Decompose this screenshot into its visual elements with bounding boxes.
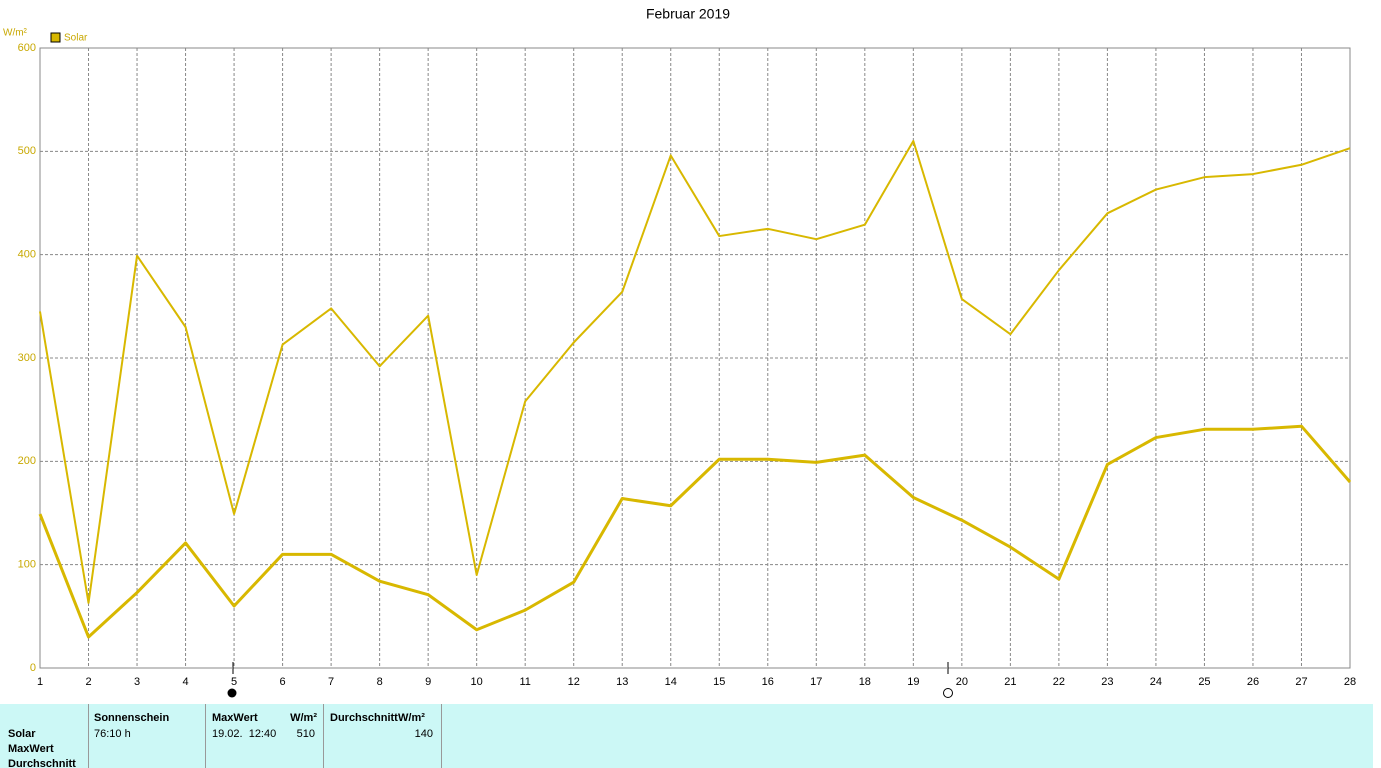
x-tick-label: 16 [762, 676, 774, 688]
y-tick-label: 500 [18, 145, 36, 157]
chart: Februar 2019 W/m² Solar 0 100 200 300 400 500… [3, 6, 1356, 698]
series-line [39, 140, 1351, 604]
x-tick-label: 13 [616, 676, 628, 688]
x-tick-label: 18 [859, 676, 871, 688]
x-tick-label: 15 [713, 676, 725, 688]
x-tick-label: 5 [231, 676, 237, 688]
full-moon-icon [943, 688, 953, 698]
x-tick-label: 10 [471, 676, 483, 688]
y-tick-label: 200 [18, 455, 36, 467]
max-column: MaxWert W/m² 19.02. 12:40 510 [206, 704, 324, 768]
x-tick-label: 14 [665, 676, 677, 688]
x-tick-label: 19 [907, 676, 919, 688]
column-unit: W/m² [290, 712, 317, 724]
x-tick-label: 7 [328, 676, 334, 688]
x-tick-label: 9 [425, 676, 431, 688]
row-label: Durchschnitt [8, 758, 76, 768]
x-tick-label: 28 [1344, 676, 1356, 688]
legend-swatch [50, 32, 61, 43]
x-tick-label: 23 [1101, 676, 1113, 688]
cell: 19.02. 12:40 [212, 728, 277, 740]
x-tick-label: 12 [568, 676, 580, 688]
column-header: MaxWert [212, 712, 258, 724]
x-tick-label: 3 [134, 676, 140, 688]
new-moon-icon [227, 688, 237, 698]
row-label: Solar [8, 728, 36, 740]
x-tick-label: 26 [1247, 676, 1259, 688]
cell: 140 [414, 728, 433, 740]
x-tick-label: 22 [1053, 676, 1065, 688]
x-tick-label: 17 [810, 676, 822, 688]
x-tick-label: 20 [956, 676, 968, 688]
row-labels: Solar MaxWert Durchschnitt [0, 704, 89, 768]
y-axis-label: W/m² [3, 28, 28, 39]
cell: 76:10 h [94, 728, 131, 740]
x-tick-label: 25 [1198, 676, 1210, 688]
sunshine-column: Sonnenschein 76:10 h [88, 704, 206, 768]
x-tick-label: 1 [37, 676, 43, 688]
y-tick-label: 0 [30, 662, 36, 674]
x-tick-label: 2 [85, 676, 91, 688]
x-tick-label: 21 [1004, 676, 1016, 688]
x-tick-label: 27 [1295, 676, 1307, 688]
y-tick-label: 600 [18, 42, 36, 54]
column-header: Durchschnitt [330, 712, 398, 724]
legend-label: Solar [64, 33, 88, 44]
average-column: Durchschnitt W/m² 140 [324, 704, 442, 768]
x-tick-label: 8 [377, 676, 383, 688]
column-unit: W/m² [398, 712, 425, 724]
y-tick-label: 400 [18, 249, 36, 261]
x-tick-label: 4 [182, 676, 188, 688]
series-line [38, 424, 1352, 639]
x-tick-label: 11 [519, 676, 530, 688]
row-label: MaxWert [8, 743, 54, 755]
cell: 510 [296, 728, 315, 740]
summary-table: Solar MaxWert Durchschnitt Sonnenschein … [0, 704, 1373, 768]
y-tick-label: 300 [18, 352, 36, 364]
chart-title: Februar 2019 [646, 6, 730, 22]
column-header: Sonnenschein [94, 712, 170, 724]
x-tick-label: 24 [1150, 676, 1162, 688]
y-tick-label: 100 [18, 559, 36, 571]
x-tick-label: 6 [280, 676, 286, 688]
